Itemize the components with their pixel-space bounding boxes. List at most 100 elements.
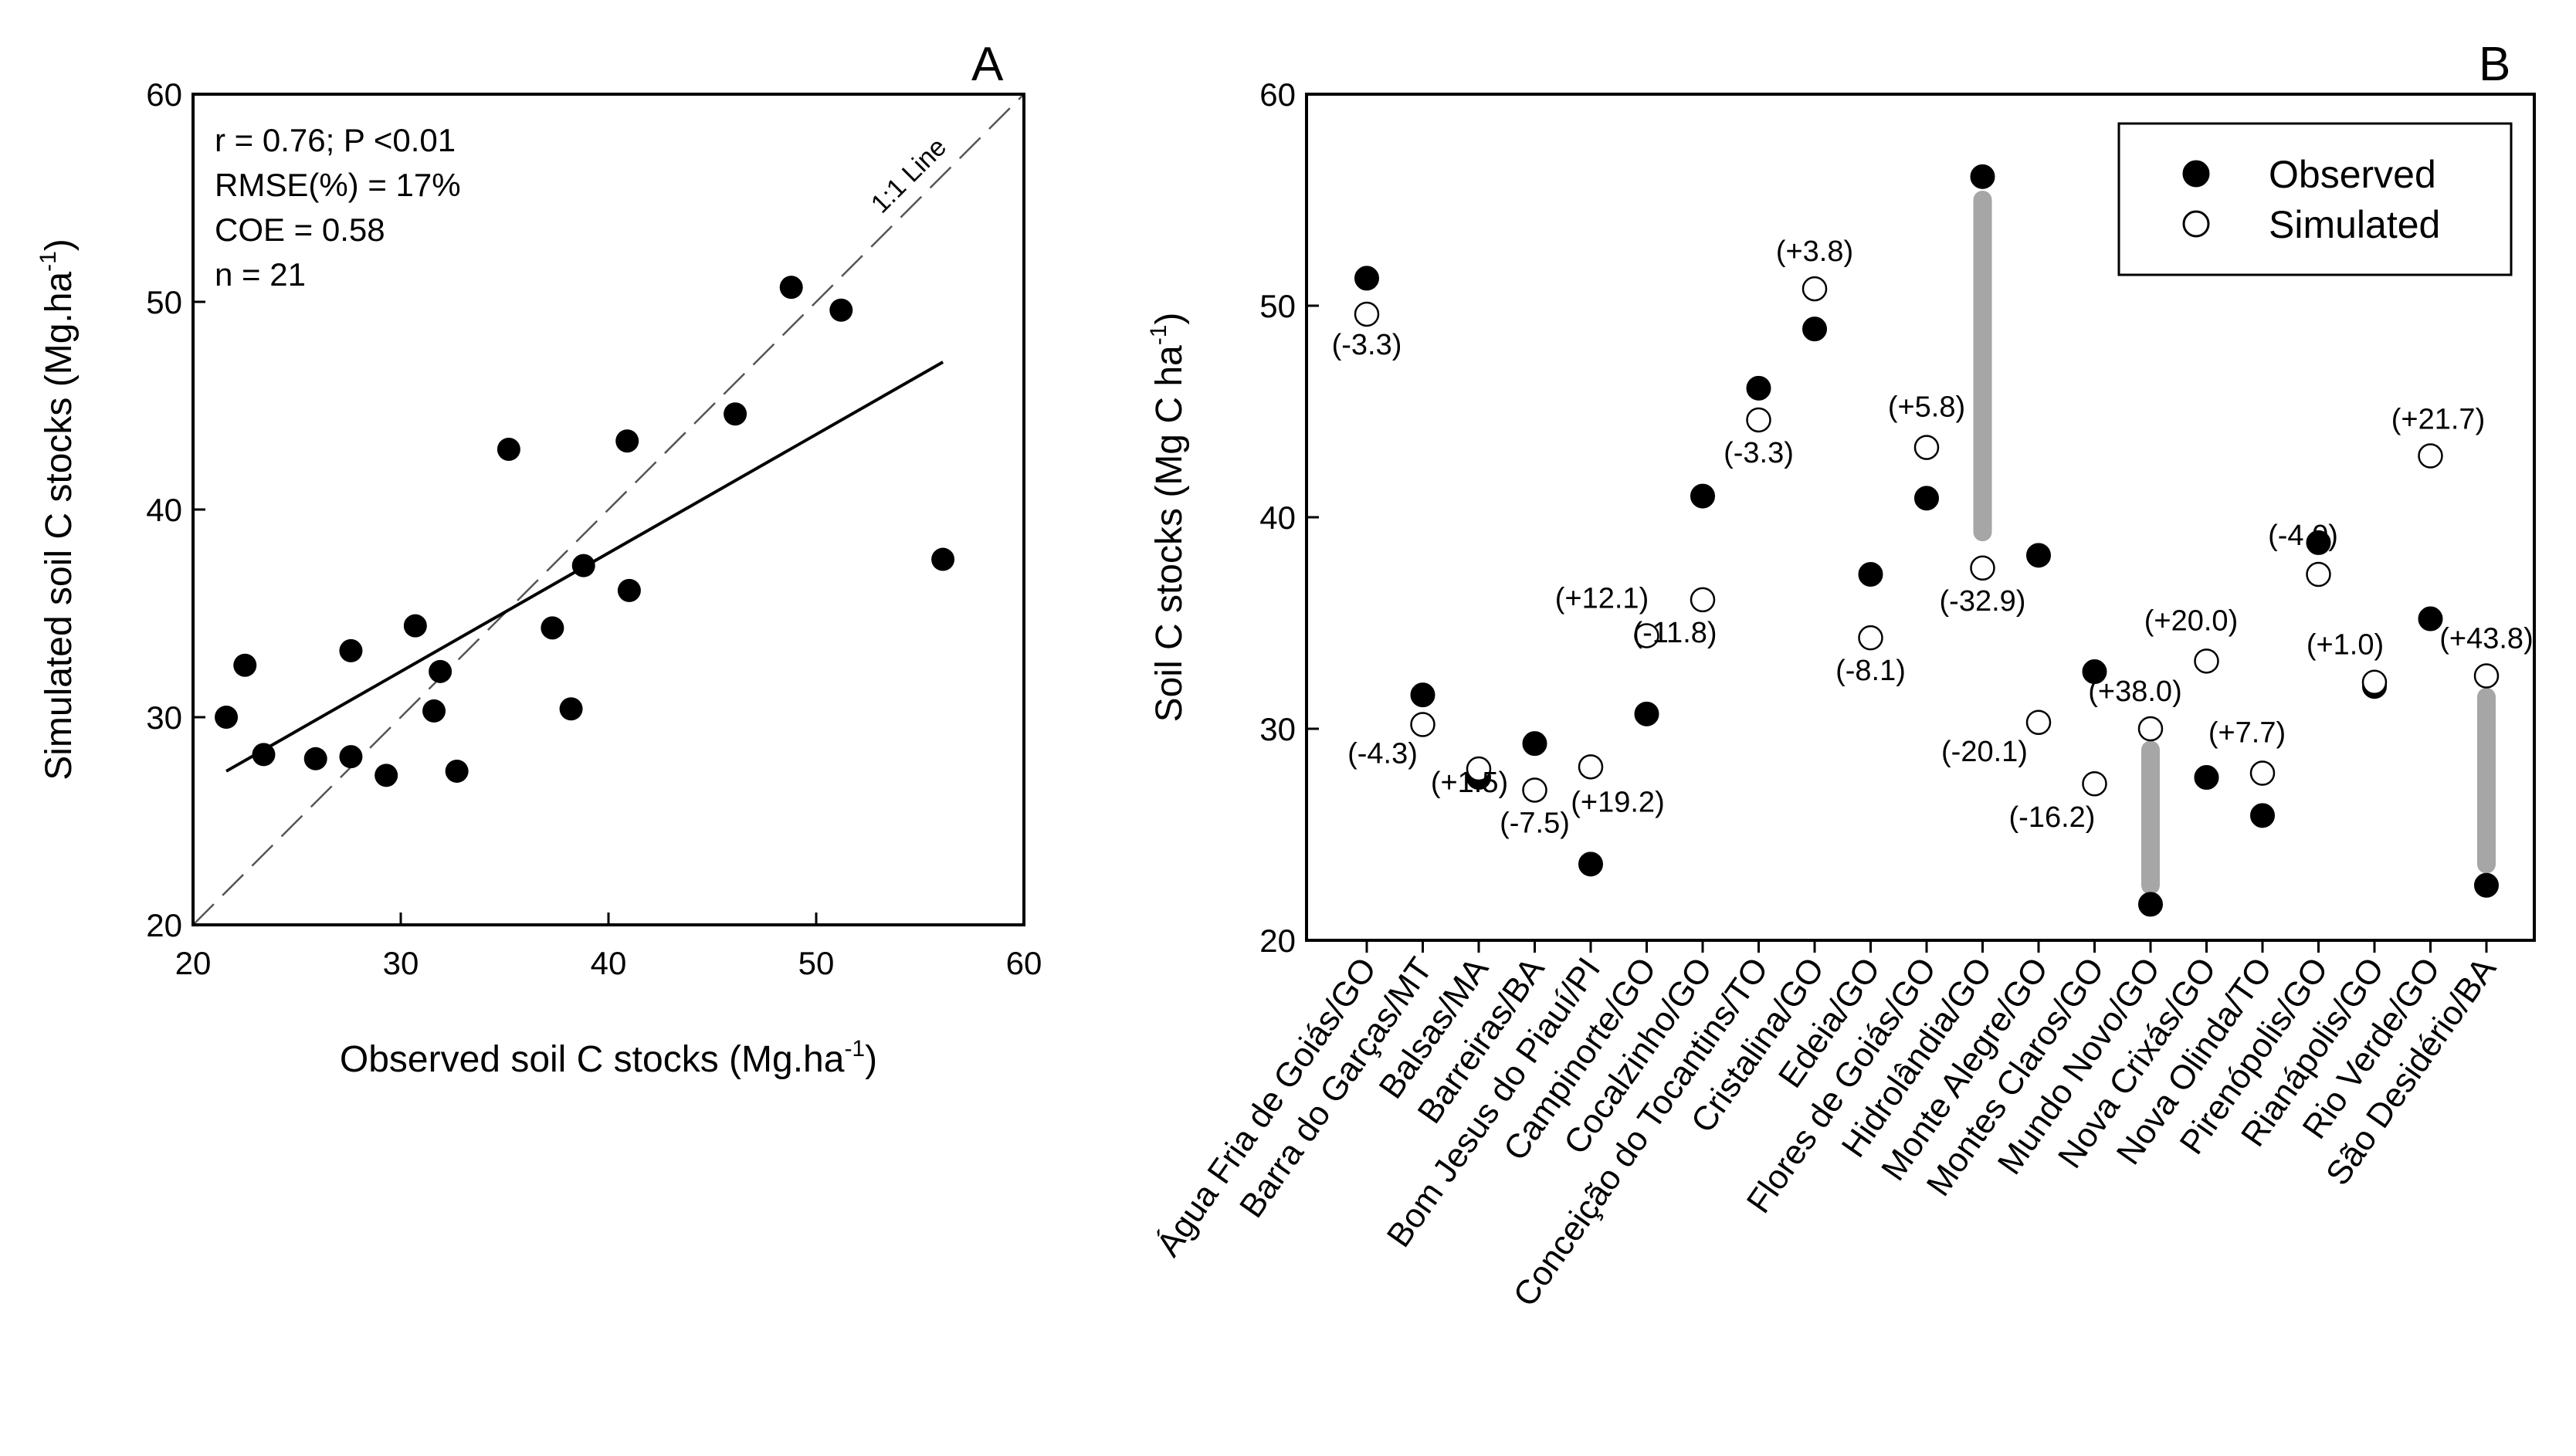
difference-label-9: (+3.8) (1776, 235, 1853, 268)
panel-a-scatter-plot: 20 30 40 50 60 20 30 40 50 60 A r = 0.76; P <0.01… (36, 38, 1042, 1080)
difference-label-4: (-7.5) (1500, 807, 1570, 839)
data-point-21 (931, 547, 955, 571)
difference-label-17: (+7.7) (2208, 717, 2286, 750)
simulated-point-15 (2137, 716, 2164, 742)
data-point-1 (215, 706, 239, 729)
observed-point-13 (2026, 543, 2051, 568)
difference-label-21: (+43.8) (2439, 623, 2533, 655)
observed-point-5 (1578, 852, 1603, 877)
panel-a-y-axis-title-text: Simulated soil C stocks (Mg.ha (39, 272, 80, 780)
simulated-point-4 (1522, 777, 1547, 803)
observed-point-12 (1970, 164, 1995, 189)
difference-label-3: (+1.5) (1431, 767, 1508, 799)
data-point-2 (233, 653, 257, 677)
observed-point-14 (2082, 659, 2107, 685)
simulated-point-21 (2473, 663, 2500, 689)
observed-point-17 (2250, 803, 2275, 828)
simulated-point-19 (2361, 669, 2388, 695)
difference-label-5: (+19.2) (1571, 786, 1664, 818)
observed-point-20 (2418, 606, 2443, 631)
observed-point-9 (1802, 317, 1827, 342)
observed-point-15 (2138, 892, 2163, 917)
simulated-point-1 (1354, 301, 1380, 327)
panel-a-y-axis-title-sup: -1 (36, 251, 61, 272)
data-point-4 (303, 747, 327, 770)
panel-a-x-axis-title-text: Observed soil C stocks (Mg.ha (340, 1039, 845, 1080)
simulated-point-9 (1802, 276, 1828, 302)
data-point-14 (559, 697, 583, 721)
simulated-point-14 (2082, 770, 2107, 797)
y-tick-label-40: 40 (146, 492, 182, 528)
stat-coe: COE = 0.58 (215, 212, 385, 248)
legend-simulated-label: Simulated (2269, 203, 2440, 246)
identity-line-1-1 (193, 94, 1024, 925)
difference-label-12: (-32.9) (1940, 585, 2026, 618)
panel-b-label: B (2479, 38, 2510, 91)
simulated-point-6 (1634, 623, 1659, 648)
panel-b-y-axis-title-sup: -1 (1146, 325, 1171, 346)
panel-b-y-axis-title-close: ) (1149, 313, 1190, 325)
difference-label-10: (-8.1) (1835, 655, 1906, 687)
panel-a-x-axis-title: Observed soil C stocks (Mg.ha-1) (340, 1036, 877, 1080)
observed-point-8 (1746, 375, 1771, 401)
panel-a-x-axis-title-sup: -1 (844, 1036, 865, 1062)
data-point-20 (829, 298, 853, 322)
observed-point-7 (1690, 483, 1715, 509)
difference-label-19: (+1.0) (2307, 629, 2384, 662)
data-point-10 (429, 659, 452, 683)
simulated-point-3 (1466, 756, 1492, 782)
stat-n: n = 21 (215, 256, 306, 293)
observed-point-10 (1858, 561, 1883, 587)
legend: Observed Simulated (2117, 122, 2513, 276)
difference-label-11: (+5.8) (1888, 391, 1965, 424)
panel-a-y-axis-title-close: ) (39, 239, 80, 251)
data-point-11 (445, 759, 469, 783)
difference-label-15: (+38.0) (2088, 676, 2181, 708)
simulated-point-8 (1746, 407, 1771, 433)
difference-label-7: (-11.8) (1632, 617, 1717, 649)
panel-b-y-tick-label-50: 50 (1259, 288, 1296, 324)
observed-point-2 (1410, 682, 1435, 708)
x-tick-label-20: 20 (175, 945, 212, 981)
data-point-6 (339, 745, 363, 769)
legend-observed-label: Observed (2269, 153, 2436, 196)
simulated-point-10 (1858, 625, 1883, 651)
data-point-5 (339, 638, 363, 662)
y-tick-label-20: 20 (146, 907, 182, 943)
y-tick-label-60: 60 (146, 76, 182, 113)
data-point-9 (422, 699, 446, 723)
difference-label-8: (-3.3) (1724, 437, 1794, 469)
data-point-15 (571, 554, 595, 577)
legend-simulated-marker (2182, 210, 2210, 238)
simulated-point-16 (2194, 648, 2219, 674)
x-tick-label-60: 60 (1006, 945, 1042, 981)
difference-label-1: (-3.3) (1332, 329, 1402, 361)
simulated-point-18 (2306, 561, 2331, 587)
simulated-point-5 (1578, 754, 1604, 780)
simulated-point-2 (1410, 712, 1435, 737)
observed-point-21 (2474, 872, 2499, 898)
observed-point-6 (1634, 701, 1659, 726)
data-point-8 (403, 614, 427, 638)
identity-line-label: 1:1 Line (866, 132, 952, 218)
y-tick-label-30: 30 (146, 699, 182, 736)
legend-box (2117, 122, 2513, 276)
stat-rmse: RMSE(%) = 17% (215, 167, 461, 203)
panel-b-site-comparison-plot: (-3.3)(-4.3)(+1.5)(-7.5)(+19.2)(+12.1)(-… (1146, 38, 2536, 1313)
panel-a-label: A (971, 38, 1004, 91)
simulated-point-20 (2418, 443, 2443, 469)
panel-a-y-axis-title: Simulated soil C stocks (Mg.ha-1) (36, 239, 80, 780)
x-tick-label-30: 30 (383, 945, 419, 981)
panel-b-y-tick-label-20: 20 (1259, 923, 1296, 959)
y-tick-label-50: 50 (146, 284, 182, 320)
difference-label-14: (-16.2) (2009, 801, 2096, 834)
difference-label-13: (-20.1) (1941, 736, 2028, 768)
panel-b-y-tick-label-60: 60 (1259, 76, 1296, 113)
difference-label-16: (+20.0) (2144, 604, 2238, 637)
observed-point-11 (1914, 486, 1939, 511)
simulated-point-17 (2249, 760, 2276, 786)
data-point-13 (541, 616, 564, 640)
panel-b-y-tick-label-30: 30 (1259, 711, 1296, 747)
difference-label-20: (+21.7) (2391, 404, 2485, 436)
